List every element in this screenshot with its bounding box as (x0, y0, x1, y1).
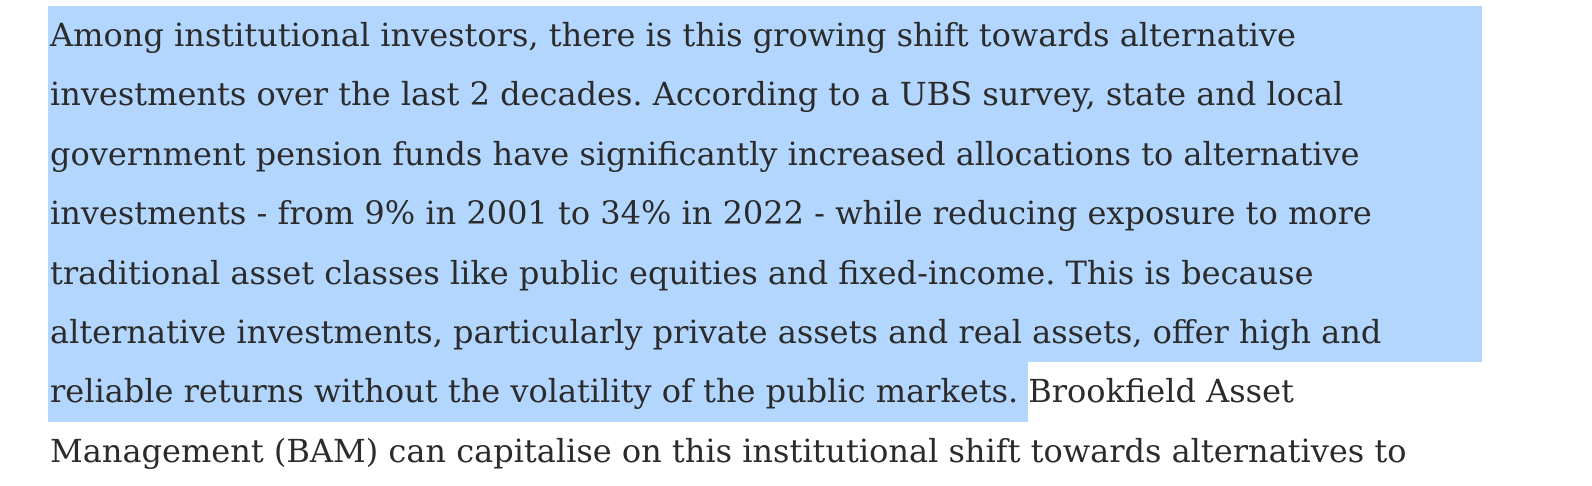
line-text: Among institutional investors, there is … (50, 16, 1296, 54)
selection-highlight (48, 302, 1482, 363)
line-text: government pension funds have significan… (50, 134, 1360, 173)
unselected-text: Brookfield Asset (1028, 372, 1294, 411)
selection-highlight (48, 124, 1482, 185)
text-line-8: Management (BAM) can capitalise on this … (50, 422, 1530, 481)
line-text: investments over the last 2 decades. Acc… (50, 75, 1344, 114)
text-line-3: government pension funds have significan… (48, 124, 1530, 185)
line-text: alternative investments, particularly pr… (50, 312, 1382, 351)
selection-highlight (48, 184, 1482, 244)
text-line-1: Among institutional investors, there is … (48, 6, 1530, 66)
text-line-6: alternative investments, particularly pr… (48, 302, 1530, 363)
text-line-7: reliable returns without the volatility … (48, 362, 1530, 422)
line-text: Management (BAM) can capitalise on this … (50, 431, 1407, 470)
text-line-4: investments - from 9% in 2001 to 34% in … (48, 184, 1530, 244)
paragraph[interactable]: Among institutional investors, there is … (48, 6, 1530, 481)
line-text: investments - from 9% in 2001 to 34% in … (50, 194, 1372, 233)
selection-highlight (48, 65, 1482, 125)
line-text: traditional asset classes like public eq… (50, 253, 1314, 292)
selection-highlight (48, 6, 1482, 66)
selection-highlight (48, 243, 1482, 303)
text-line-2: investments over the last 2 decades. Acc… (48, 65, 1530, 125)
text-line-5: traditional asset classes like public eq… (48, 243, 1530, 303)
selected-text: reliable returns without the volatility … (48, 362, 1029, 422)
